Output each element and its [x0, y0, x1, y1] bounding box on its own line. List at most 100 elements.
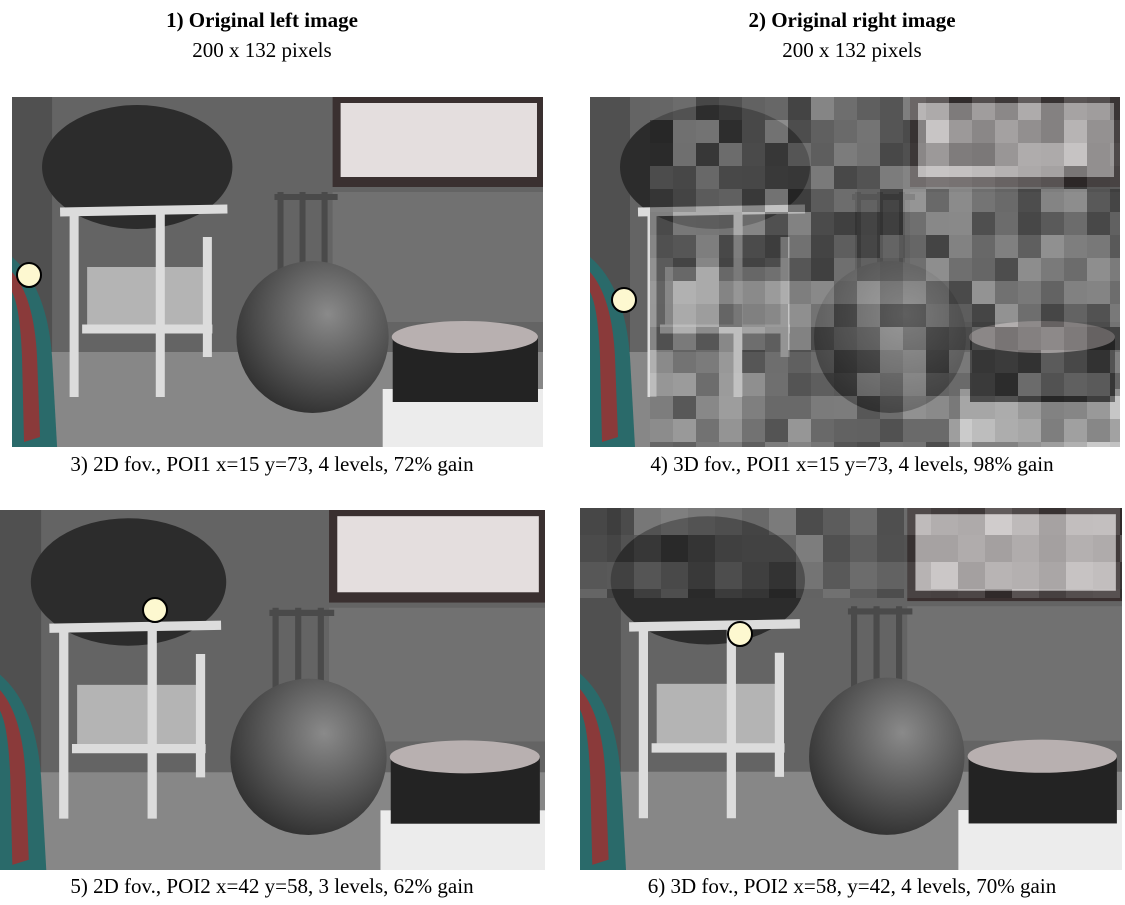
pixel-block — [850, 508, 877, 535]
pixel-block — [696, 350, 719, 373]
pixel-block — [719, 97, 742, 120]
pixel-block — [788, 304, 811, 327]
pixel-block — [811, 166, 834, 189]
pixel-block — [877, 562, 904, 589]
pixel-block — [661, 535, 688, 562]
pixel-block — [1041, 396, 1064, 419]
pixel-block — [742, 350, 765, 373]
pixel-block — [880, 189, 903, 212]
pixel-block — [1087, 97, 1110, 120]
pixel-block — [696, 189, 719, 212]
pixel-block — [688, 535, 715, 562]
pixel-block — [1087, 120, 1110, 143]
pixel-block — [1018, 304, 1041, 327]
page: 1) Original left image 200 x 132 pixels … — [0, 0, 1125, 905]
pixel-block — [880, 350, 903, 373]
pixel-block — [904, 535, 931, 562]
pixel-block — [985, 535, 1012, 562]
pixel-block — [811, 442, 834, 447]
pixel-block — [1012, 589, 1039, 598]
pixel-block — [580, 508, 607, 535]
pixel-block — [715, 589, 742, 598]
pixel-block — [765, 166, 788, 189]
pixel-block — [765, 120, 788, 143]
pixel-block — [834, 396, 857, 419]
pixel-block — [1018, 97, 1041, 120]
pixel-block — [1087, 258, 1110, 281]
pixel-block — [788, 189, 811, 212]
pixel-block — [995, 258, 1018, 281]
pixel-block — [880, 143, 903, 166]
panel-caption: 4) 3D fov., POI1 x=15 y=73, 4 levels, 98… — [650, 452, 1054, 476]
pixel-block — [1039, 589, 1066, 598]
pixel-block — [1066, 535, 1093, 562]
pixel-block — [650, 327, 673, 350]
pixel-block — [765, 281, 788, 304]
pixel-block — [742, 442, 765, 447]
pixel-block — [857, 97, 880, 120]
pixel-block — [1093, 589, 1120, 598]
pixel-block — [796, 535, 823, 562]
pixel-block — [688, 589, 715, 598]
pixel-block — [903, 396, 926, 419]
pixel-block — [972, 442, 995, 447]
pixel-block — [949, 258, 972, 281]
pixel-block — [742, 419, 765, 442]
pixel-block — [995, 350, 1018, 373]
pixel-block — [1064, 327, 1087, 350]
pixel-block — [673, 212, 696, 235]
pixel-block — [788, 281, 811, 304]
pixel-block — [857, 189, 880, 212]
pixel-block — [1018, 350, 1041, 373]
pixel-block — [903, 166, 926, 189]
pixel-block — [834, 120, 857, 143]
pixel-block — [1039, 508, 1066, 535]
panel-caption: 5) 2D fov., POI2 x=42 y=58, 3 levels, 62… — [70, 874, 474, 898]
pixel-block — [788, 212, 811, 235]
pixel-block — [926, 258, 949, 281]
pixel-block — [696, 166, 719, 189]
pixel-block — [834, 304, 857, 327]
pixel-block — [1120, 562, 1122, 589]
pixel-block — [661, 589, 688, 598]
pixel-block — [1087, 143, 1110, 166]
pixel-block — [765, 212, 788, 235]
pixel-block — [811, 258, 834, 281]
pixel-block — [834, 143, 857, 166]
pixel-block — [857, 143, 880, 166]
pixel-block — [995, 396, 1018, 419]
pixel-block — [995, 442, 1018, 447]
pixel-block — [926, 396, 949, 419]
pixel-block — [788, 258, 811, 281]
pixel-block — [673, 373, 696, 396]
pixel-block — [972, 143, 995, 166]
pixel-block — [1012, 535, 1039, 562]
pixel-block — [1018, 396, 1041, 419]
pixel-block — [834, 258, 857, 281]
pixel-block — [1041, 258, 1064, 281]
pixel-block — [650, 258, 673, 281]
pixel-block — [995, 304, 1018, 327]
pixel-block — [1041, 189, 1064, 212]
pixel-block — [696, 373, 719, 396]
pixel-block — [857, 212, 880, 235]
pixel-block — [719, 143, 742, 166]
pixel-block — [1087, 396, 1110, 419]
pixel-block — [857, 419, 880, 442]
pixel-block — [931, 562, 958, 589]
pixel-block — [1087, 304, 1110, 327]
pixel-block — [607, 508, 634, 535]
pixel-block — [607, 535, 634, 562]
pixel-block — [696, 235, 719, 258]
pixel-block — [673, 189, 696, 212]
pixel-block — [1018, 281, 1041, 304]
pixel-block — [1093, 562, 1120, 589]
pixel-block — [1110, 189, 1120, 212]
pixel-block — [926, 327, 949, 350]
pixel-block — [949, 189, 972, 212]
pixel-block — [1041, 120, 1064, 143]
pixel-block — [650, 396, 673, 419]
pixel-block — [696, 120, 719, 143]
pixel-block — [811, 350, 834, 373]
pixel-block — [880, 235, 903, 258]
